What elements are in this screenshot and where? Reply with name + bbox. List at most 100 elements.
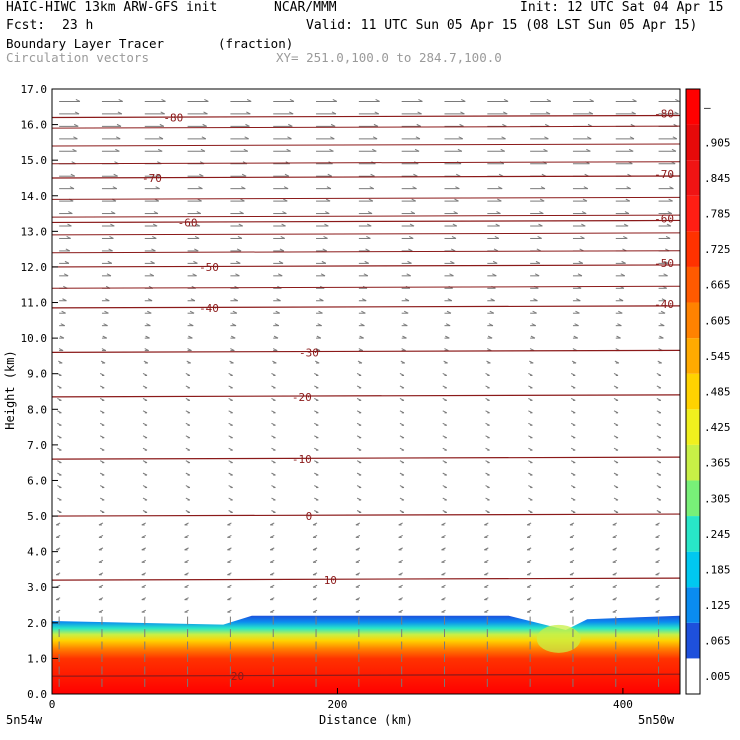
vector-layer — [55, 99, 680, 687]
vector-arrowhead — [271, 435, 276, 439]
vector-arrowhead — [490, 298, 495, 302]
vector-arrowhead — [99, 472, 105, 476]
vector-arrowhead — [626, 186, 631, 190]
vector-arrowhead — [355, 609, 361, 613]
colorbar-label: .185 — [704, 563, 731, 576]
vector-arrowhead — [355, 572, 361, 576]
vector-arrowhead — [485, 422, 490, 426]
vector-arrowhead — [330, 136, 335, 140]
vector-arrowhead — [484, 609, 489, 613]
vector-arrowhead — [535, 260, 541, 264]
vector-arrowhead — [189, 310, 195, 314]
y-tick-label: 15.0 — [21, 154, 48, 167]
vector-arrowhead — [398, 609, 403, 613]
init-time: Init: 12 UTC Sat 04 Apr 15 — [520, 0, 724, 15]
vector-arrowhead — [312, 522, 318, 526]
vector-arrowhead — [160, 111, 165, 115]
vector-arrowhead — [485, 410, 490, 414]
vector-arrowhead — [589, 99, 594, 102]
vector-arrowhead — [60, 323, 65, 327]
vector-arrowhead — [459, 123, 464, 127]
vector-arrowhead — [193, 260, 198, 264]
vector-arrowhead — [660, 323, 665, 327]
vector-arrowhead — [99, 460, 105, 464]
vector-arrowhead — [613, 410, 619, 414]
vector-arrowhead — [227, 547, 232, 551]
vector-arrowhead — [57, 385, 62, 389]
vector-arrowhead — [185, 510, 191, 513]
vector-arrowhead — [141, 534, 146, 538]
vector-arrowhead — [577, 273, 583, 277]
vector-arrowhead — [55, 547, 61, 551]
vector-arrowhead — [55, 522, 61, 526]
vector-arrowhead — [372, 148, 377, 152]
vector-arrowhead — [492, 273, 497, 277]
vector-arrowhead — [117, 111, 123, 115]
vector-arrowhead — [441, 609, 446, 613]
vector-arrowhead — [441, 597, 446, 601]
vector-arrowhead — [528, 373, 533, 376]
vector-arrowhead — [62, 298, 67, 302]
vector-arrowhead — [613, 510, 619, 513]
vector-arrowhead — [141, 547, 146, 551]
vector-arrowhead — [325, 211, 330, 215]
vector-arrowhead — [109, 236, 114, 239]
vector-arrowhead — [227, 534, 232, 538]
vector-arrowhead — [228, 497, 233, 501]
vector-arrowhead — [500, 148, 505, 152]
vector-arrowhead — [230, 348, 235, 352]
vector-arrowhead — [273, 335, 279, 339]
vector-arrowhead — [356, 397, 362, 401]
vector-arrowhead — [185, 373, 191, 376]
vector-arrowhead — [531, 323, 536, 327]
vector-arrowhead — [314, 497, 319, 501]
vector-arrowhead — [569, 547, 575, 551]
vector-arrowhead — [442, 460, 447, 464]
vector-arrowhead — [655, 584, 660, 588]
vector-arrowhead — [358, 348, 364, 352]
vector-arrowhead — [612, 534, 617, 538]
y-tick-label: 11.0 — [21, 297, 48, 310]
vector-arrowhead — [571, 360, 577, 364]
vector-arrowhead — [569, 559, 575, 563]
vector-arrowhead — [569, 534, 575, 538]
vector-arrowhead — [141, 522, 146, 526]
vector-arrowhead — [355, 547, 361, 551]
vector-arrowhead — [314, 435, 319, 439]
vector-arrowhead — [108, 248, 113, 252]
y-tick-label: 5.0 — [27, 510, 47, 523]
vector-arrowhead — [270, 609, 275, 613]
vector-arrowhead — [544, 136, 549, 140]
vector-arrowhead — [447, 298, 453, 302]
y-tick-label: 2.0 — [27, 617, 47, 630]
vector-arrowhead — [228, 422, 233, 426]
vector-arrowhead — [613, 472, 619, 476]
vector-arrowhead — [612, 609, 617, 613]
vector-arrowhead — [157, 148, 163, 152]
vector-arrowhead — [364, 260, 369, 264]
vector-arrowhead — [184, 609, 189, 613]
vector-arrowhead — [442, 485, 447, 489]
vector-arrowhead — [544, 123, 550, 127]
vector-arrowhead — [580, 236, 585, 239]
vector-arrowhead — [232, 310, 238, 314]
vector-arrowhead — [372, 136, 378, 140]
vector-arrowhead — [457, 148, 463, 152]
vector-arrowhead — [612, 584, 617, 588]
colorbar-swatch — [686, 444, 700, 481]
vector-arrowhead — [270, 547, 275, 551]
vector-arrowhead — [141, 584, 146, 588]
isotherm-label-right: -70 — [654, 168, 674, 181]
vector-arrowhead — [98, 609, 104, 613]
vector-arrowhead — [228, 485, 233, 489]
vector-arrowhead — [57, 397, 62, 401]
vector-arrowhead — [355, 597, 361, 601]
vector-arrowhead — [57, 510, 62, 513]
vector-arrowhead — [57, 410, 62, 414]
vector-arrowhead — [664, 260, 669, 264]
vector-arrowhead — [147, 310, 152, 314]
vector-arrowhead — [399, 410, 405, 414]
vector-arrowhead — [367, 211, 373, 215]
vector-arrowhead — [452, 223, 458, 227]
vector-arrowhead — [539, 211, 544, 215]
